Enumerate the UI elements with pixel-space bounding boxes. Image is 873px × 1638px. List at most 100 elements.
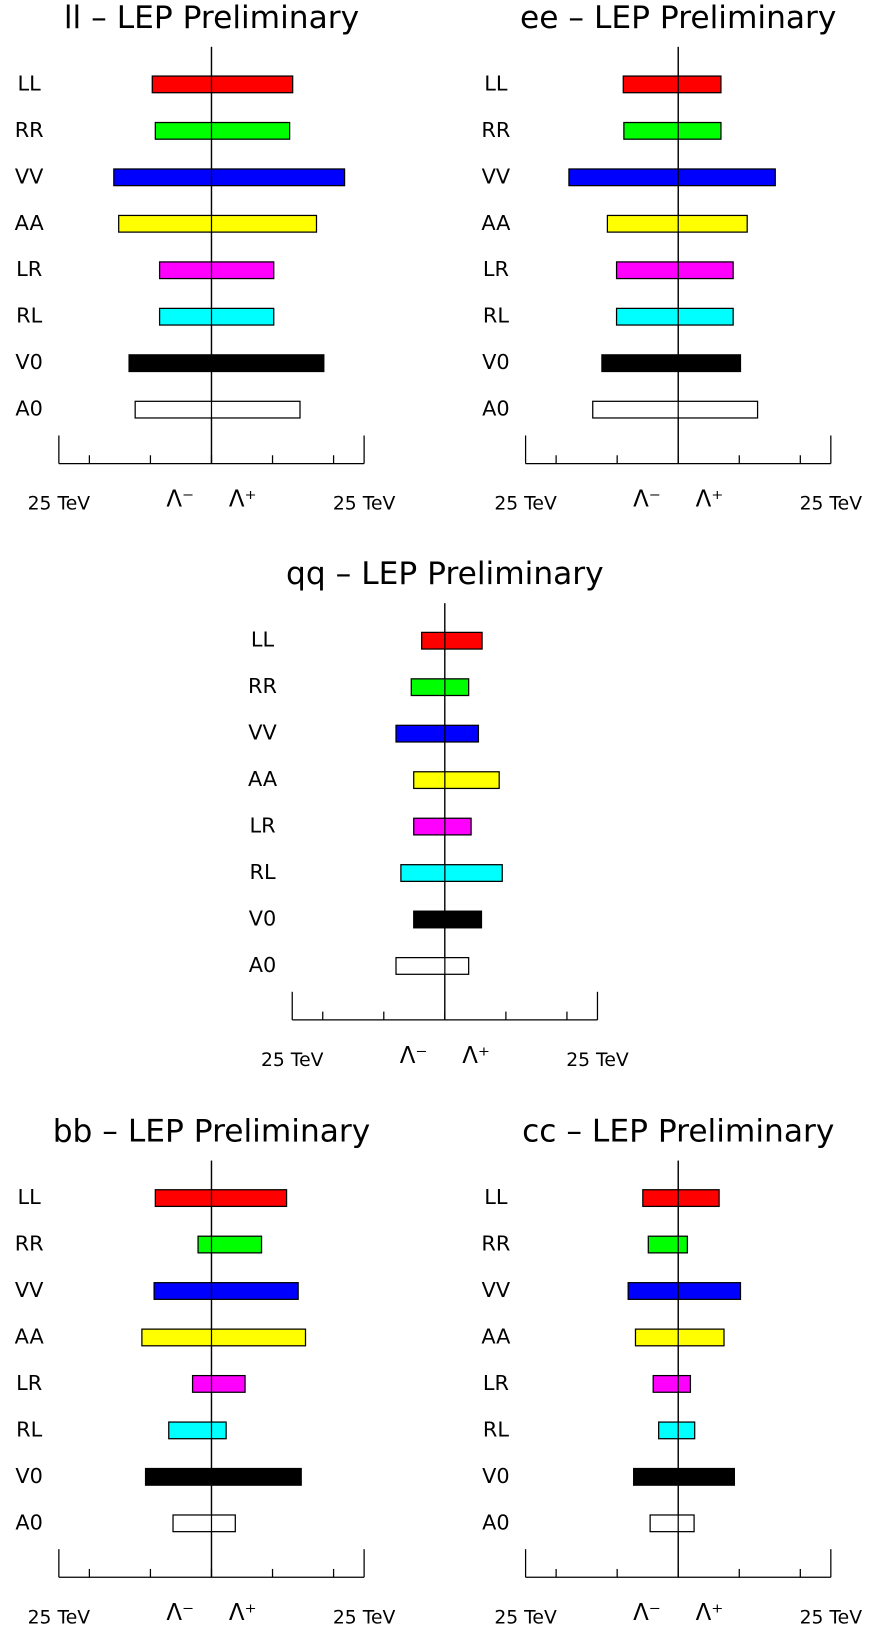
lambda-minus-label: Λ⁻ xyxy=(633,487,661,513)
category-label: V0 xyxy=(15,350,43,374)
category-label: RR xyxy=(481,118,510,142)
category-label: V0 xyxy=(249,906,277,930)
range-bar xyxy=(421,631,483,650)
category-label: RL xyxy=(249,860,275,884)
range-bar xyxy=(197,1235,263,1254)
x-tick-label: 25 TeV xyxy=(28,1607,91,1628)
category-label: V0 xyxy=(15,1464,43,1488)
category-label: A0 xyxy=(482,1510,509,1534)
category-label: RR xyxy=(248,674,277,698)
panel: bb – LEP Preliminary 25 TeV 25 TeV Λ⁻ Λ⁺ LL RR… xyxy=(15,1113,396,1628)
range-bar xyxy=(606,214,748,233)
range-bar xyxy=(153,1282,299,1300)
category-label: RR xyxy=(15,118,44,142)
category-label: LL xyxy=(251,628,275,652)
category-label: LR xyxy=(16,257,42,281)
range-bar xyxy=(634,1328,725,1347)
range-bar xyxy=(413,771,500,790)
x-tick-label: 25 TeV xyxy=(333,1607,396,1628)
panel-title: qq – LEP Preliminary xyxy=(286,556,604,592)
category-label: AA xyxy=(15,211,45,235)
range-bar xyxy=(622,75,722,94)
range-bar xyxy=(134,400,301,419)
range-bar xyxy=(128,354,325,373)
range-bar xyxy=(652,1374,692,1393)
category-label: VV xyxy=(15,164,44,188)
category-label: LL xyxy=(484,71,508,95)
range-bar xyxy=(168,1421,227,1440)
x-tick-label: 25 TeV xyxy=(800,494,863,515)
range-bar xyxy=(623,121,722,140)
range-bar xyxy=(658,1421,696,1440)
range-bar xyxy=(615,307,734,326)
category-label: A0 xyxy=(482,397,509,421)
range-bar xyxy=(154,121,291,140)
category-label: RR xyxy=(481,1232,510,1256)
category-label: VV xyxy=(482,1278,511,1302)
range-bar xyxy=(642,1189,720,1208)
category-label: AA xyxy=(481,211,511,235)
panel: qq – LEP Preliminary 25 TeV 25 TeV Λ⁻ Λ⁺ LL RR… xyxy=(248,556,629,1071)
range-bar xyxy=(144,1467,302,1486)
category-label: LR xyxy=(483,257,509,281)
range-bar xyxy=(601,354,742,373)
panel-title: ee – LEP Preliminary xyxy=(520,0,836,36)
range-bar xyxy=(410,678,470,697)
category-label: LR xyxy=(16,1371,42,1395)
lambda-minus-label: Λ⁻ xyxy=(166,1600,194,1626)
range-bar xyxy=(118,214,318,233)
range-bar xyxy=(113,168,346,187)
range-bar xyxy=(413,910,483,929)
x-tick-label: 25 TeV xyxy=(333,494,396,515)
category-label: AA xyxy=(481,1324,511,1348)
range-bar xyxy=(191,1374,246,1393)
range-bar xyxy=(158,307,275,326)
lambda-minus-label: Λ⁻ xyxy=(633,1600,661,1626)
category-label: AA xyxy=(248,767,278,791)
category-label: A0 xyxy=(15,397,43,421)
category-label: RL xyxy=(483,304,509,328)
category-label: LR xyxy=(483,1371,509,1395)
panel: cc – LEP Preliminary 25 TeV 25 TeV Λ⁻ Λ⁺ LL RR… xyxy=(481,1113,862,1628)
x-tick-label: 25 TeV xyxy=(494,1607,557,1628)
x-tick-label: 25 TeV xyxy=(494,494,557,515)
range-bar xyxy=(154,1189,288,1208)
lambda-plus-label: Λ⁺ xyxy=(696,1600,724,1626)
category-label: LL xyxy=(484,1185,508,1209)
lambda-plus-label: Λ⁺ xyxy=(229,487,257,513)
range-bar xyxy=(649,1514,695,1533)
category-label: VV xyxy=(15,1278,44,1302)
range-bar xyxy=(592,400,759,419)
category-label: AA xyxy=(15,1324,45,1348)
panels: ll – LEP Preliminary 25 TeV 25 TeV Λ⁻ Λ⁺ LL RR… xyxy=(15,0,863,1628)
range-bar xyxy=(151,75,294,94)
category-label: A0 xyxy=(15,1510,43,1534)
range-bar xyxy=(615,261,734,280)
category-label: V0 xyxy=(482,350,509,374)
category-label: RL xyxy=(16,1417,42,1441)
lambda-minus-label: Λ⁻ xyxy=(166,487,194,513)
x-tick-label: 25 TeV xyxy=(566,1050,629,1071)
panel: ll – LEP Preliminary 25 TeV 25 TeV Λ⁻ Λ⁺ LL RR… xyxy=(15,0,396,515)
lambda-plus-label: Λ⁺ xyxy=(462,1043,490,1069)
panel-title: cc – LEP Preliminary xyxy=(522,1113,834,1149)
panel-title: ll – LEP Preliminary xyxy=(64,0,359,36)
range-bar xyxy=(647,1235,688,1254)
range-bar xyxy=(158,261,275,280)
panel-title: bb – LEP Preliminary xyxy=(53,1113,371,1149)
range-bar xyxy=(568,168,776,187)
range-bar xyxy=(395,956,470,975)
range-bar xyxy=(413,817,472,836)
category-label: VV xyxy=(482,164,511,188)
category-label: LL xyxy=(18,71,42,95)
range-bar xyxy=(627,1282,742,1300)
category-label: VV xyxy=(248,721,277,745)
range-bar xyxy=(633,1467,736,1486)
category-label: V0 xyxy=(482,1464,509,1488)
lambda-plus-label: Λ⁺ xyxy=(229,1600,257,1626)
x-tick-label: 25 TeV xyxy=(28,494,91,515)
category-label: LL xyxy=(18,1185,42,1209)
range-bar xyxy=(395,724,480,743)
range-bar xyxy=(172,1514,236,1533)
